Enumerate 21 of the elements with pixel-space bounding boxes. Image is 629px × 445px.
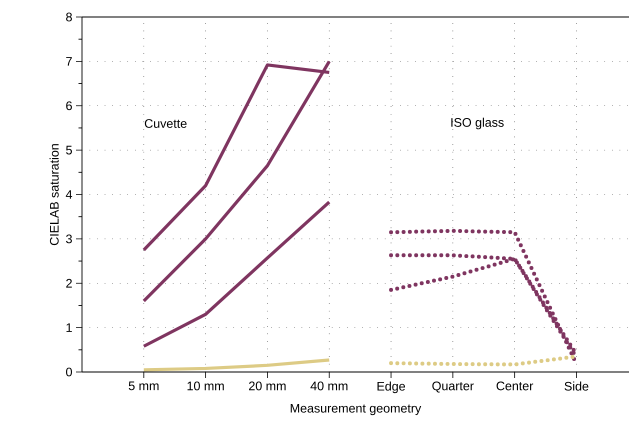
y-tick-label: 7	[66, 57, 72, 66]
y-tick-label: 5	[66, 146, 72, 154]
y-tick-label: 2	[66, 278, 72, 288]
y-tick-label: 3	[66, 234, 72, 244]
x-tick-label: Side	[564, 382, 588, 391]
x-tick-label: 40 mm	[310, 382, 348, 390]
y-axis-title: CIELAB saturation	[50, 144, 59, 246]
y-tick-label: 6	[66, 101, 72, 110]
y-tick-label: 1	[66, 323, 72, 332]
x-tick-label: Center	[496, 382, 534, 390]
y-tick-label: 4	[66, 190, 72, 199]
annotation: ISO glass	[451, 118, 504, 130]
y-tick-label: 0	[66, 368, 72, 376]
x-tick-label: 5 mm	[128, 382, 159, 390]
x-tick-label: Quarter	[432, 382, 474, 393]
annotation: Cuvette	[144, 119, 187, 128]
x-tick-label: 10 mm	[188, 382, 224, 390]
x-axis-title: Measurement geometry	[290, 404, 422, 416]
x-tick-label: 20 mm	[249, 382, 286, 390]
y-tick-label: 8	[66, 12, 72, 22]
x-tick-label: Edge	[378, 382, 406, 394]
